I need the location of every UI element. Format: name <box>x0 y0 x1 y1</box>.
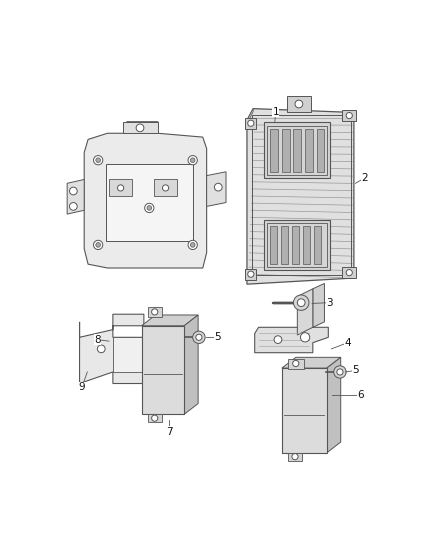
Bar <box>267 126 327 175</box>
Bar <box>106 164 194 241</box>
Polygon shape <box>141 315 198 326</box>
Text: 7: 7 <box>166 427 173 437</box>
Bar <box>154 180 177 196</box>
Circle shape <box>188 156 198 165</box>
Polygon shape <box>297 289 313 335</box>
Circle shape <box>292 454 298 460</box>
Text: 8: 8 <box>94 335 101 345</box>
Bar <box>281 227 288 264</box>
Circle shape <box>152 415 158 421</box>
Bar <box>282 368 327 453</box>
Bar <box>293 128 301 172</box>
Bar <box>288 453 302 461</box>
Bar <box>314 227 321 264</box>
Bar <box>245 269 256 280</box>
Circle shape <box>93 240 103 249</box>
Circle shape <box>334 366 346 378</box>
Circle shape <box>337 369 343 375</box>
Bar <box>264 220 330 270</box>
Circle shape <box>188 240 198 249</box>
Polygon shape <box>80 314 144 384</box>
Bar <box>305 128 313 172</box>
Circle shape <box>346 270 352 276</box>
Circle shape <box>147 206 152 210</box>
Text: 6: 6 <box>357 390 364 400</box>
Circle shape <box>214 183 222 191</box>
Text: 4: 4 <box>344 338 351 348</box>
Circle shape <box>300 333 310 342</box>
Text: 1: 1 <box>272 107 279 117</box>
Bar <box>292 227 299 264</box>
Circle shape <box>70 187 77 195</box>
Bar <box>282 128 290 172</box>
Circle shape <box>152 309 158 315</box>
Text: 5: 5 <box>352 366 359 375</box>
Circle shape <box>145 203 154 213</box>
Circle shape <box>193 331 205 343</box>
Bar <box>303 227 310 264</box>
Bar <box>109 180 132 196</box>
Circle shape <box>191 243 195 247</box>
Circle shape <box>70 203 77 210</box>
Bar <box>141 326 184 414</box>
Bar <box>123 122 158 133</box>
Text: 9: 9 <box>78 382 85 392</box>
Bar <box>288 359 304 369</box>
Circle shape <box>248 120 254 126</box>
Bar <box>113 337 142 372</box>
Polygon shape <box>184 315 198 414</box>
Polygon shape <box>313 284 325 327</box>
Circle shape <box>297 299 305 306</box>
Bar <box>264 123 330 178</box>
Bar <box>267 223 327 267</box>
Circle shape <box>293 295 309 310</box>
Circle shape <box>96 243 100 247</box>
Circle shape <box>196 334 202 341</box>
Circle shape <box>162 185 169 191</box>
Bar <box>251 115 351 275</box>
Circle shape <box>93 156 103 165</box>
Circle shape <box>191 158 195 163</box>
Circle shape <box>274 336 282 343</box>
Polygon shape <box>327 357 341 453</box>
Circle shape <box>117 185 124 191</box>
Bar <box>270 227 277 264</box>
Polygon shape <box>247 109 253 124</box>
Bar <box>245 118 256 128</box>
Circle shape <box>346 112 352 119</box>
Polygon shape <box>247 109 354 284</box>
Text: 2: 2 <box>361 173 368 183</box>
Bar <box>148 414 162 422</box>
Bar <box>342 110 356 121</box>
Polygon shape <box>67 180 84 214</box>
Polygon shape <box>255 327 328 353</box>
Bar <box>287 96 311 112</box>
Polygon shape <box>84 122 207 268</box>
Circle shape <box>293 360 299 367</box>
Bar <box>342 267 356 278</box>
Circle shape <box>96 158 100 163</box>
Polygon shape <box>282 357 341 368</box>
Bar <box>148 308 162 317</box>
Text: 3: 3 <box>327 297 333 308</box>
Circle shape <box>248 271 254 277</box>
Bar <box>270 128 278 172</box>
Bar <box>317 128 325 172</box>
Text: 5: 5 <box>214 332 221 342</box>
Circle shape <box>136 124 144 132</box>
Circle shape <box>295 100 303 108</box>
Circle shape <box>97 345 105 353</box>
Polygon shape <box>207 172 226 206</box>
